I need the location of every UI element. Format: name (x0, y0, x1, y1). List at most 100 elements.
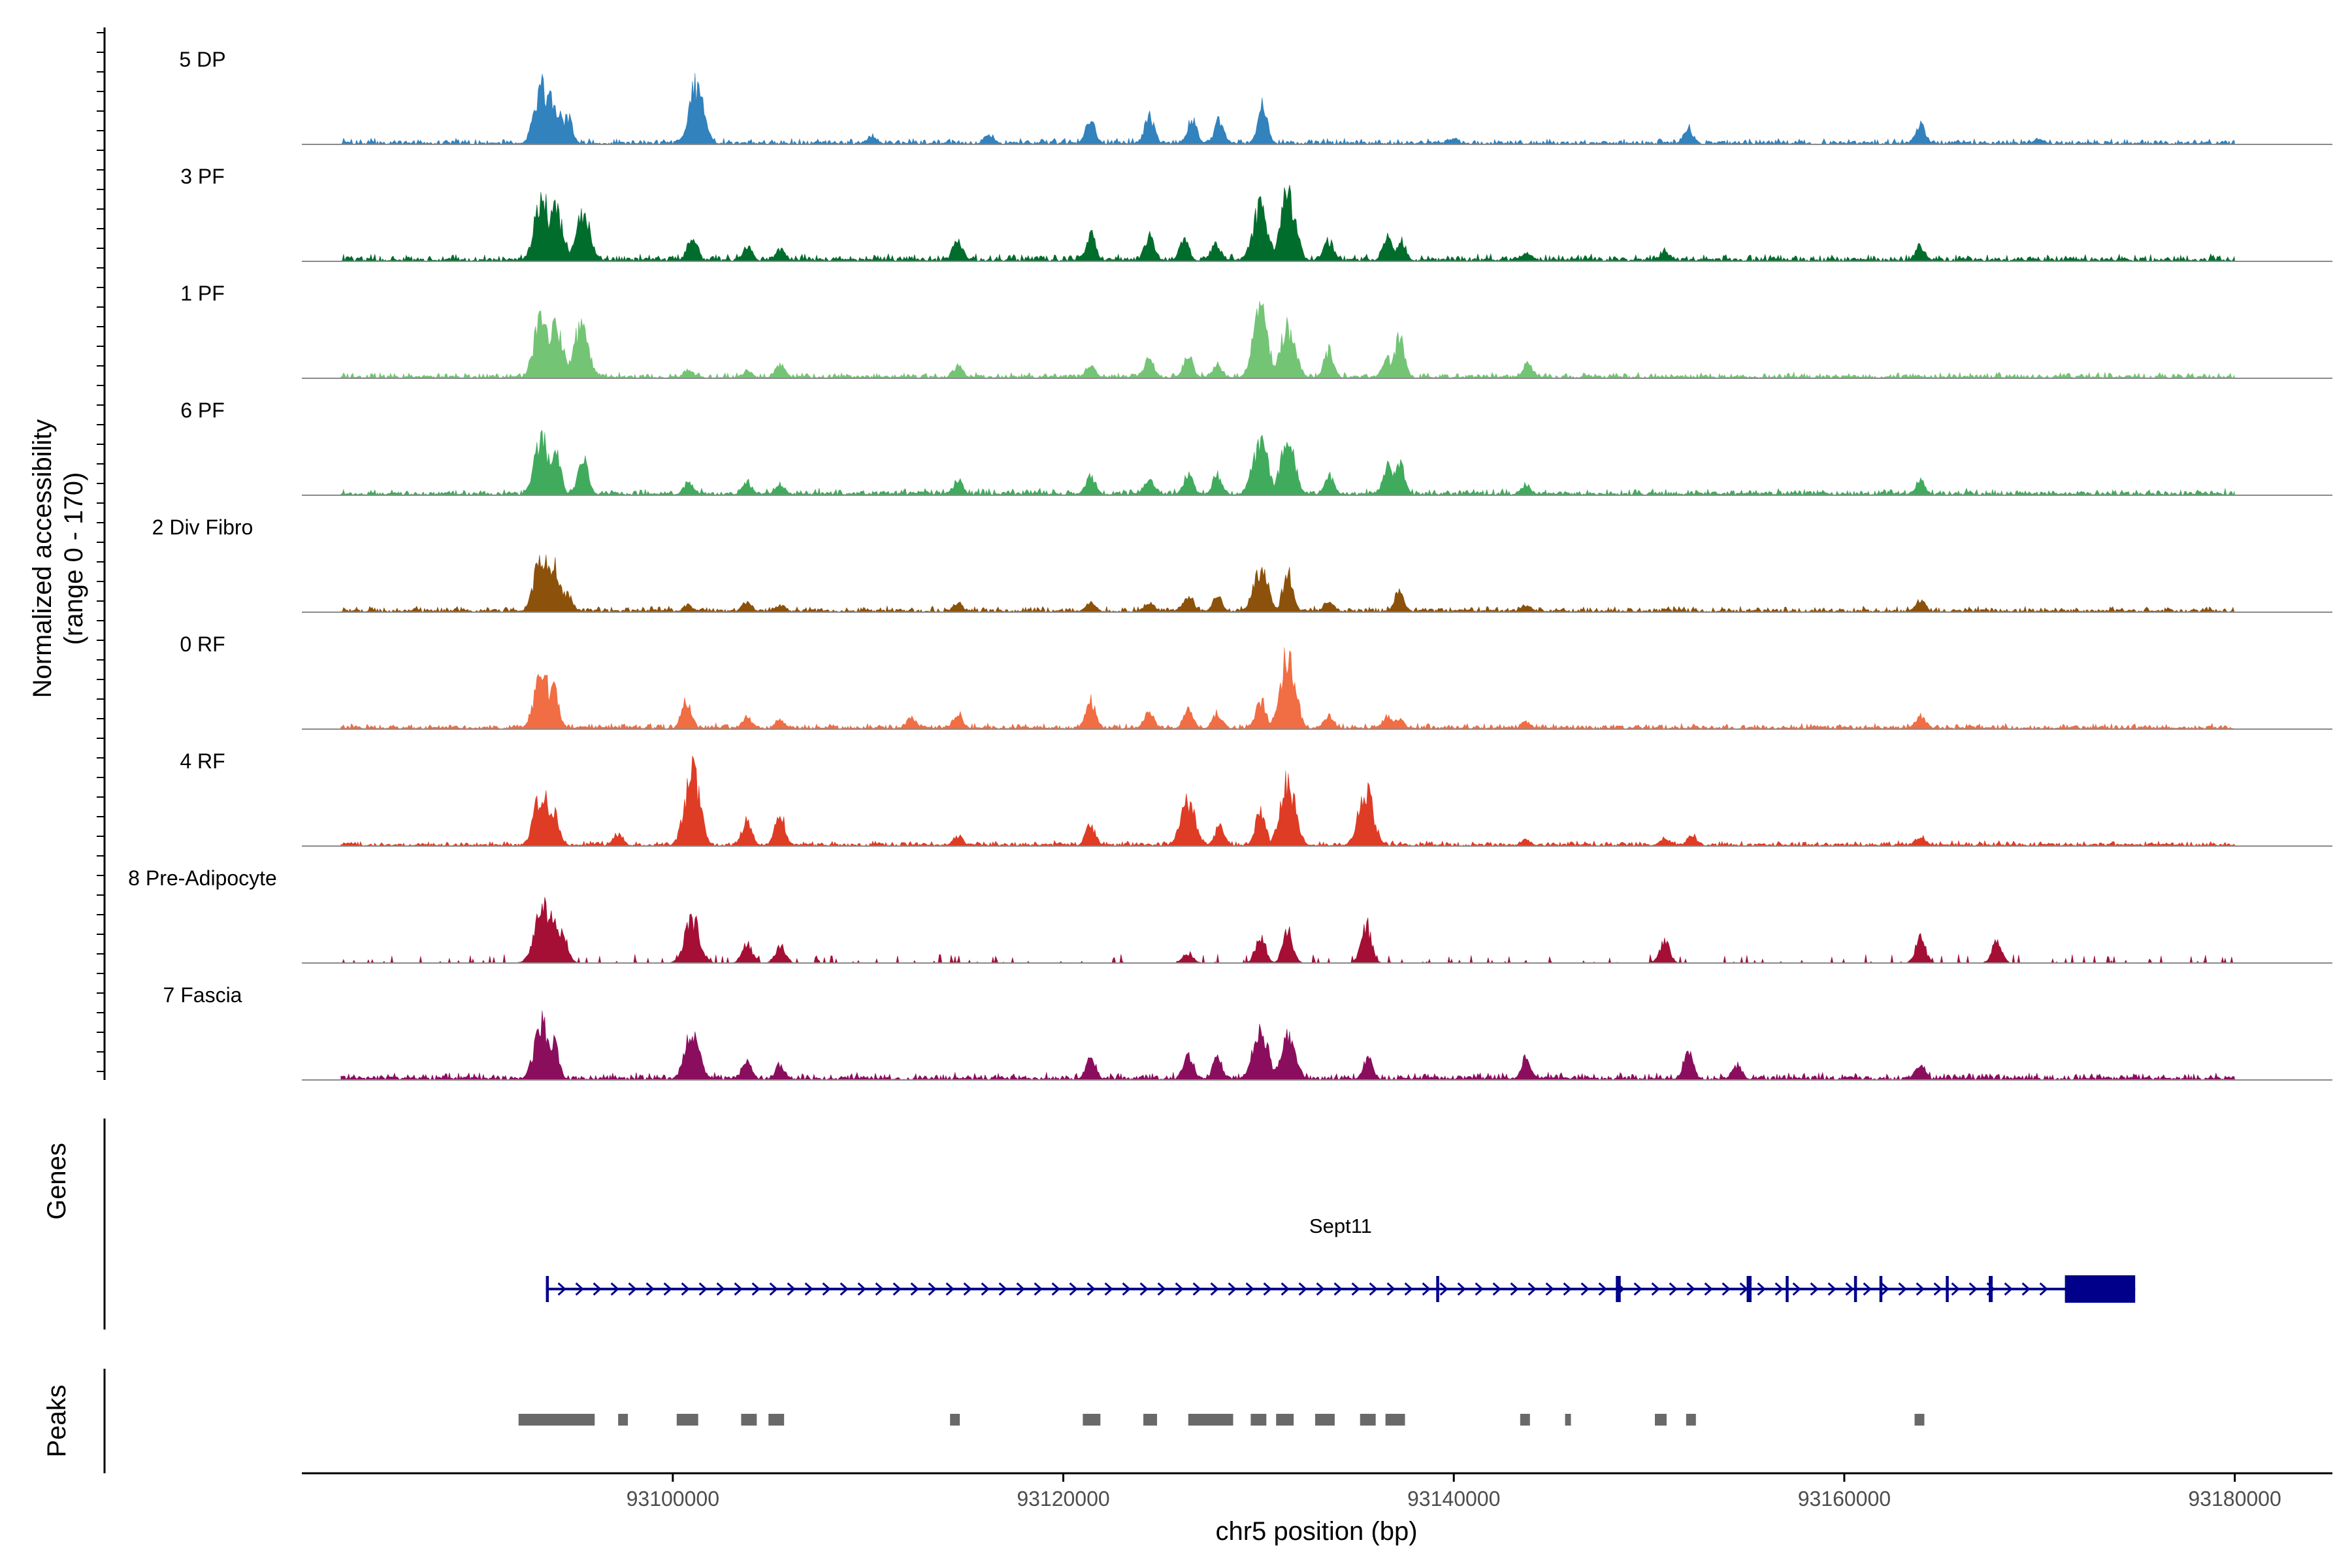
x-axis-tick-label: 93120000 (1017, 1487, 1109, 1511)
strand-arrow (663, 1282, 672, 1296)
peak-region (618, 1414, 629, 1426)
strand-arrow (981, 1282, 990, 1296)
peak-region (1250, 1414, 1267, 1426)
peak-regions (518, 1414, 1925, 1426)
strand-arrow (1968, 1282, 1978, 1296)
strand-arrow (681, 1282, 690, 1296)
strand-arrow (928, 1282, 937, 1296)
peak-region (950, 1414, 960, 1426)
strand-arrow (1034, 1282, 1043, 1296)
x-axis: 93100000 93120000 93140000 93160000 93180000 (627, 1473, 2281, 1511)
track-signal-area (340, 755, 2235, 847)
strand-arrow (1951, 1282, 1960, 1296)
strand-arrow (1916, 1282, 1925, 1296)
peak-region (1914, 1414, 1925, 1426)
strand-arrow (1598, 1282, 1607, 1296)
strand-arrow (1104, 1282, 1113, 1296)
strand-arrow (963, 1282, 972, 1296)
strand-arrow (1281, 1282, 1290, 1296)
gene-exon (1746, 1276, 1752, 1302)
strand-arrow (1757, 1282, 1766, 1296)
coverage-tracks: 5 DP 3 PF 1 PF 6 PF 2 Div Fibro 0 RF 4 RF 8 Pre… (128, 48, 2332, 1081)
strand-arrow (1086, 1282, 1096, 1296)
track-signal-area (340, 301, 2235, 379)
peak-region (1385, 1414, 1405, 1426)
strand-arrow (716, 1282, 725, 1296)
strand-arrow (1457, 1282, 1466, 1296)
strand-arrow (1139, 1282, 1149, 1296)
peak-region (1655, 1414, 1667, 1426)
peak-region (1143, 1414, 1157, 1426)
gene-exon (2065, 1275, 2136, 1303)
track-label: 2 Div Fibro (152, 515, 253, 539)
track-signal-area (340, 1010, 2235, 1081)
track-label: 0 RF (180, 632, 225, 656)
strand-arrow (1157, 1282, 1166, 1296)
track-7-fascia: 7 Fascia (163, 983, 2332, 1081)
strand-arrow (769, 1282, 778, 1296)
strand-arrow (628, 1282, 637, 1296)
strand-arrow (1863, 1282, 1872, 1296)
strand-arrow (1545, 1282, 1554, 1296)
strand-arrow (1774, 1282, 1784, 1296)
strand-arrow (1651, 1282, 1660, 1296)
strand-arrow (1510, 1282, 1519, 1296)
track-signal-area (340, 555, 2236, 613)
track-label: 3 PF (180, 165, 225, 188)
y-axis-label-line1: Normalized accessibility (28, 419, 57, 698)
strand-arrow (787, 1282, 796, 1296)
peak-region (1360, 1414, 1376, 1426)
strand-arrow (1351, 1282, 1360, 1296)
peaks-panel-label: Peaks (42, 1384, 71, 1457)
peak-region (1565, 1414, 1571, 1426)
gene-model (546, 1275, 2136, 1303)
peak-region (768, 1414, 785, 1426)
gene-exon (1854, 1276, 1857, 1302)
gene-exon (1786, 1276, 1789, 1302)
track-1-pf: 1 PF (180, 282, 2332, 379)
strand-arrow (1669, 1282, 1678, 1296)
strand-arrow (945, 1282, 955, 1296)
strand-arrow (1563, 1282, 1572, 1296)
strand-arrow (1792, 1282, 1801, 1296)
strand-arrow (1369, 1282, 1378, 1296)
strand-arrow (1827, 1282, 1837, 1296)
track-label: 4 RF (180, 749, 225, 773)
track-5-dp: 5 DP (179, 48, 2332, 145)
strand-arrow (1633, 1282, 1642, 1296)
peak-region (518, 1414, 595, 1426)
strand-arrow (1492, 1282, 1501, 1296)
peak-region (741, 1414, 757, 1426)
strand-arrow (645, 1282, 655, 1296)
track-label: 1 PF (180, 282, 225, 305)
strand-arrow (822, 1282, 831, 1296)
peak-region (676, 1414, 698, 1426)
strand-arrow (1898, 1282, 1907, 1296)
track-label: 6 PF (180, 399, 225, 422)
strand-arrow (1316, 1282, 1325, 1296)
strand-arrow (1580, 1282, 1590, 1296)
strand-arrow (1122, 1282, 1131, 1296)
gene-exon (1879, 1276, 1883, 1302)
track-6-pf: 6 PF (180, 399, 2332, 497)
track-0-rf: 0 RF (180, 632, 2332, 730)
track-2-div-fibro: 2 Div Fibro (152, 515, 2332, 613)
track-signal-area (340, 73, 2235, 145)
strand-arrow (593, 1282, 602, 1296)
strand-arrow (2039, 1282, 2048, 1296)
gene-name-label: Sept11 (1309, 1215, 1372, 1237)
track-label: 7 Fascia (163, 983, 242, 1007)
track-8-pre-adipocyte: 8 Pre-Adipocyte (128, 866, 2332, 964)
peak-region (1083, 1414, 1101, 1426)
gene-exon (546, 1276, 549, 1302)
strand-arrow (575, 1282, 584, 1296)
strand-arrow (2004, 1282, 2013, 1296)
track-3-pf: 3 PF (180, 165, 2332, 263)
strand-arrow (1880, 1282, 1889, 1296)
strand-arrow (1210, 1282, 1219, 1296)
strand-arrow (1386, 1282, 1396, 1296)
strand-arrow (1192, 1282, 1201, 1296)
strand-arrow (998, 1282, 1007, 1296)
